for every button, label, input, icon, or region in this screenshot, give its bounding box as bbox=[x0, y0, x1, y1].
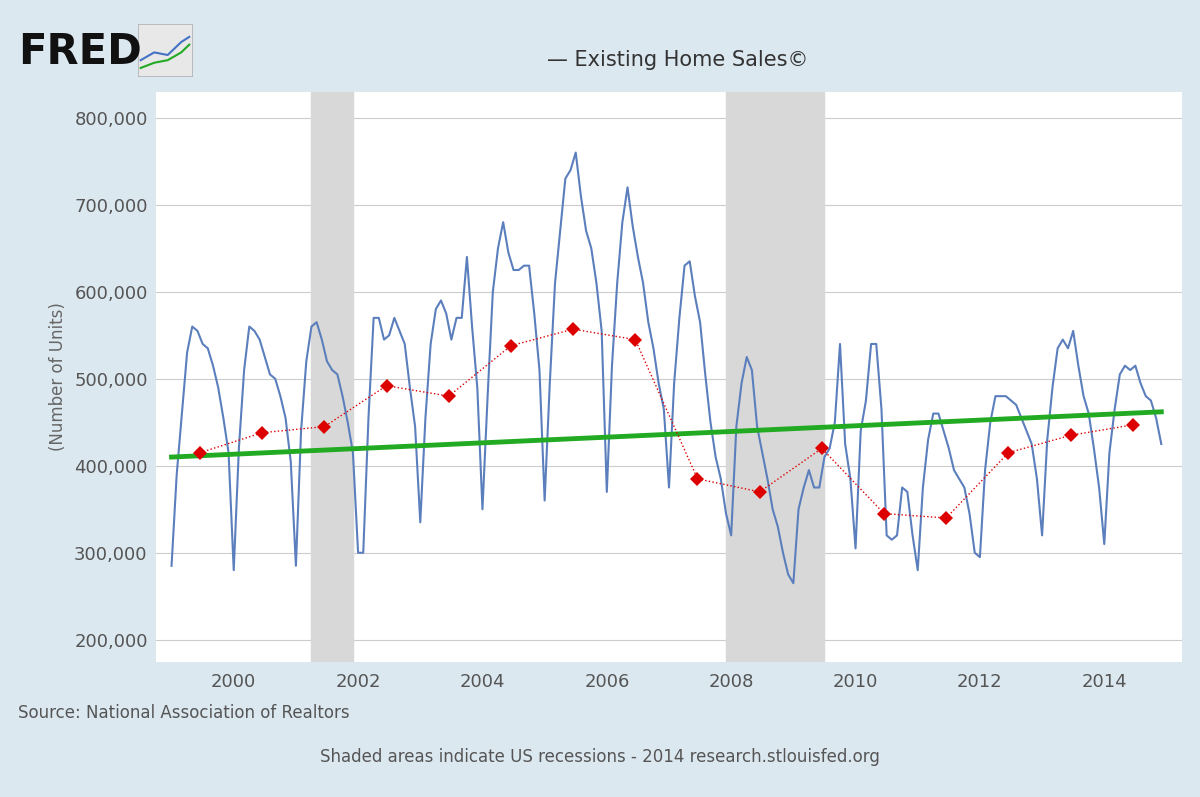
Bar bbox=[312, 92, 353, 662]
Text: Shaded areas indicate US recessions - 2014 research.stlouisfed.org: Shaded areas indicate US recessions - 20… bbox=[320, 748, 880, 766]
Text: Source: National Association of Realtors: Source: National Association of Realtors bbox=[18, 705, 349, 722]
Y-axis label: (Number of Units): (Number of Units) bbox=[49, 302, 67, 451]
Text: — Existing Home Sales©: — Existing Home Sales© bbox=[547, 49, 809, 70]
Text: FRED: FRED bbox=[18, 31, 142, 73]
Bar bbox=[726, 92, 824, 662]
